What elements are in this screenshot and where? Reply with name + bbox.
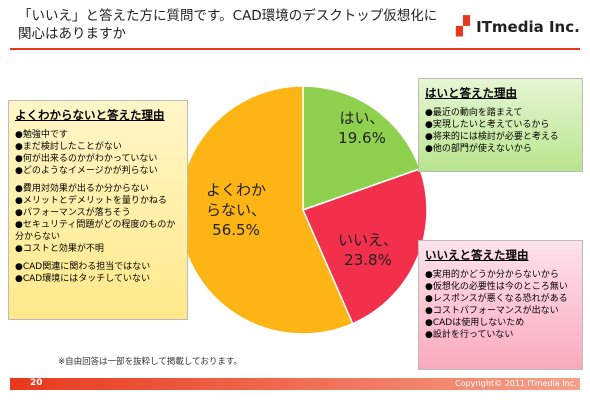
reason-item: ●費用対効果が出るか分からない — [15, 184, 149, 194]
reason-box: はいと答えた理由 ●最近の動向を踏まえて ●実現したいと考えているから ●将来的には検… — [418, 78, 583, 172]
value-label: 19.6% — [338, 129, 386, 147]
reason-item: ●最近の動向を踏まえて — [425, 108, 523, 118]
reason-group: ●最近の動向を踏まえて ●実現したいと考えているから ●将来的には検討が必要と考える… — [425, 107, 576, 155]
reason-item: ●設計を行っていない — [425, 330, 514, 340]
logo-text: ITmedia Inc. — [476, 18, 580, 36]
reason-item: ●CADは使用しないため — [425, 318, 525, 328]
reason-item: ●仮想化の必要性は今のところ無い — [425, 282, 568, 292]
slice-label: はい、 19.6% — [327, 108, 397, 148]
logo-mark: ▞ — [456, 16, 477, 37]
box-title: よくわからないと答えた理由 — [15, 108, 165, 122]
reason-item: ●どのようなイメージかが判らない — [15, 166, 158, 176]
reason-group: ●勉強中です ●まだ検討したことがない ●何が出来るのかがわかっていない ●どのような… — [15, 129, 181, 177]
copyright: Copyright© 2011 ITmedia Inc. — [455, 379, 577, 388]
reason-item: ●パフォーマンスが落ちそう — [15, 208, 131, 218]
category-label: よくわからない、 — [205, 181, 266, 219]
reason-group: ●CAD関連に関わる担当ではない ●CAD環境にはタッチしていない — [15, 261, 181, 285]
box-title: はいと答えた理由 — [425, 86, 517, 100]
reason-item: ●レスポンスが悪くなる恐れがある — [425, 294, 568, 304]
reason-item: ●将来的には検討が必要と考える — [425, 132, 559, 142]
reason-item: ●何が出来るのかがわかっていない — [15, 154, 158, 164]
header-rule — [10, 48, 580, 50]
reason-item: ●CAD環境にはタッチしていない — [15, 274, 150, 284]
reason-item: ●他の部門が使えないから — [425, 144, 532, 154]
slide-title: 「いいえ」と答えた方に質問です。CAD環境のデスクトップ仮想化に関心はありますか — [18, 8, 438, 42]
reason-group: ●実用的かどうか分からないから ●仮想化の必要性は今のところ無い ●レスポンスが悪く… — [425, 269, 576, 341]
reason-item: ●コストと効果が不明 — [15, 244, 104, 254]
logo: ▞ ITmedia Inc. — [456, 16, 580, 37]
pie-slice — [301, 167, 428, 325]
slice-label: いいえ、 23.8% — [333, 230, 403, 270]
reason-group: ●費用対効果が出るか分からない ●メリットとデメリットを量りかねる ●パフォーマンス… — [15, 183, 181, 255]
value-label: 56.5% — [212, 221, 260, 239]
footnote: ※自由回答は一部を抜粋して掲載しております。 — [58, 357, 243, 367]
category-label: いいえ、 — [337, 231, 398, 249]
reason-item: ●勉強中です — [15, 130, 68, 140]
value-label: 23.8% — [344, 251, 392, 269]
box-title: いいえと答えた理由 — [425, 248, 529, 262]
slice-label: よくわからない、 56.5% — [201, 180, 271, 240]
reason-item: ●まだ検討したことがない — [15, 142, 122, 152]
reason-item: ●メリットとデメリットを量りかねる — [15, 196, 167, 206]
reason-item: ●コストパフォーマンスが出ない — [425, 306, 559, 316]
reason-box: いいえと答えた理由 ●実用的かどうか分からないから ●仮想化の必要性は今のところ無い… — [418, 240, 583, 370]
reason-item: ●実現したいと考えているから — [425, 120, 550, 130]
footer-bar — [10, 378, 580, 390]
reason-box: よくわからないと答えた理由 ●勉強中です ●まだ検討したことがない ●何が出来るのかが… — [8, 100, 188, 320]
reason-item: ●CAD関連に関わる担当ではない — [15, 262, 151, 272]
category-label: はい、 — [339, 109, 385, 127]
reason-item: ●セキュリティ問題がどの程度のものか分からない — [15, 220, 176, 242]
reason-item: ●実用的かどうか分からないから — [425, 270, 559, 280]
page-number: 20 — [30, 378, 43, 388]
